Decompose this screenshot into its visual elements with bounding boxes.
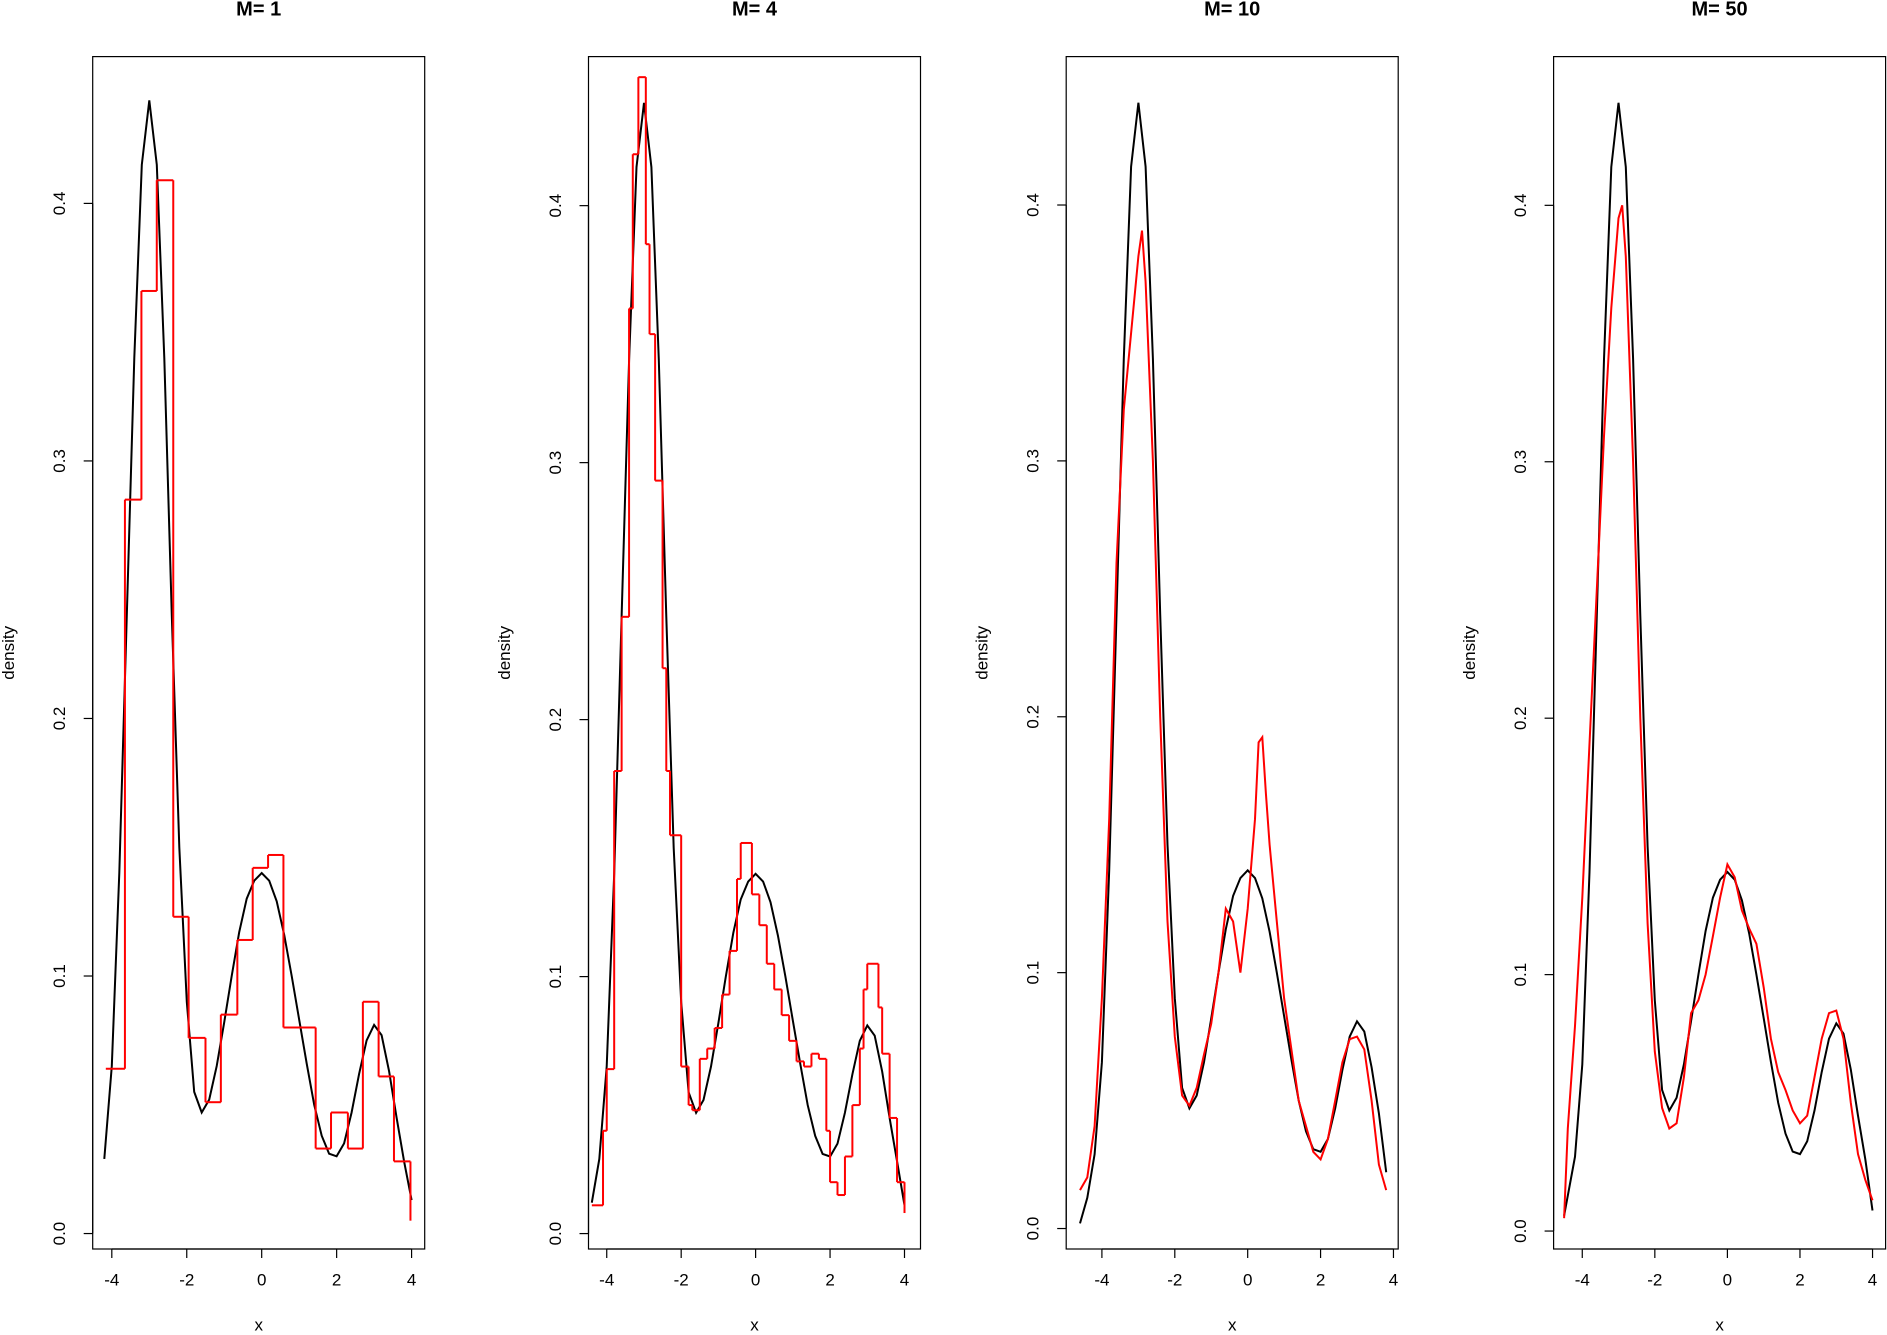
x-tick-label: -4 xyxy=(1094,1270,1109,1289)
y-tick-label: 0.1 xyxy=(546,965,565,989)
y-tick-label: 0.4 xyxy=(50,192,69,216)
y-tick-label: 0.3 xyxy=(50,449,69,473)
y-tick-label: 0.2 xyxy=(1511,706,1530,730)
x-tick-label: -4 xyxy=(599,1270,614,1289)
x-tick-label: 2 xyxy=(1795,1270,1804,1289)
x-tick-label: 0 xyxy=(751,1270,760,1289)
x-tick-label: 2 xyxy=(825,1270,834,1289)
chart-title: M= 1 xyxy=(236,0,281,20)
density-line xyxy=(103,100,413,1201)
x-tick-label: 4 xyxy=(1389,1270,1398,1289)
x-tick-label: 2 xyxy=(332,1270,341,1289)
y-tick-label: 0.0 xyxy=(1511,1219,1530,1243)
y-tick-label: 0.1 xyxy=(1511,963,1530,987)
x-tick-label: 0 xyxy=(1723,1270,1732,1289)
x-tick-label: -2 xyxy=(674,1270,689,1289)
x-tick-label: -2 xyxy=(179,1270,194,1289)
y-tick-label: 0.3 xyxy=(1024,449,1043,473)
y-tick-label: 0.4 xyxy=(1024,193,1043,217)
y-axis-label: density xyxy=(495,625,514,679)
x-tick-label: 4 xyxy=(1868,1270,1877,1289)
plot-frame xyxy=(587,55,922,1250)
density-line xyxy=(590,102,906,1206)
x-tick-label: -4 xyxy=(1575,1270,1590,1289)
x-tick-label: 0 xyxy=(1243,1270,1252,1289)
chart-title: M= 10 xyxy=(1204,0,1260,20)
y-tick-label: 0.1 xyxy=(1024,961,1043,985)
chart-title: M= 4 xyxy=(732,0,778,20)
x-tick-label: 4 xyxy=(900,1270,909,1289)
plot-frame xyxy=(92,55,426,1250)
x-tick-label: -2 xyxy=(1167,1270,1182,1289)
y-tick-label: 0.0 xyxy=(50,1222,69,1246)
y-tick-label: 0.2 xyxy=(1024,705,1043,729)
x-axis-label: x xyxy=(1228,1315,1237,1334)
x-axis-label: x xyxy=(750,1315,759,1334)
x-axis-label: x xyxy=(254,1315,263,1334)
density-line xyxy=(1563,205,1874,1219)
density-line xyxy=(1563,102,1874,1216)
chart-title: M= 50 xyxy=(1692,0,1748,20)
y-tick-label: 0.0 xyxy=(1024,1217,1043,1241)
y-axis-label: density xyxy=(0,625,18,679)
y-axis-label: density xyxy=(973,625,992,679)
y-tick-label: 0.4 xyxy=(546,194,565,218)
y-tick-label: 0.3 xyxy=(546,451,565,475)
y-tick-label: 0.4 xyxy=(1511,194,1530,218)
x-axis-label: x xyxy=(1715,1315,1724,1334)
plot-frame xyxy=(1552,55,1887,1250)
y-tick-label: 0.2 xyxy=(50,707,69,731)
y-tick-label: 0.3 xyxy=(1511,450,1530,474)
density-line xyxy=(1079,102,1388,1224)
x-tick-label: -4 xyxy=(104,1270,119,1289)
y-axis-label: density xyxy=(1460,625,1479,679)
y-tick-label: 0.1 xyxy=(50,964,69,988)
x-tick-label: -2 xyxy=(1647,1270,1662,1289)
density-line xyxy=(1079,230,1388,1191)
x-tick-label: 4 xyxy=(407,1270,416,1289)
x-tick-label: 0 xyxy=(257,1270,266,1289)
y-tick-label: 0.2 xyxy=(546,708,565,732)
x-tick-label: 2 xyxy=(1316,1270,1325,1289)
y-tick-label: 0.0 xyxy=(546,1222,565,1246)
